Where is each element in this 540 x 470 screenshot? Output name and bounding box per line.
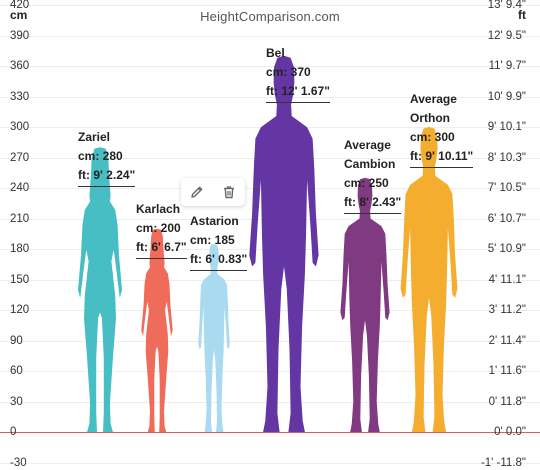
right-tick-label: 10' 9.9" [487, 90, 526, 103]
height-ft: ft: 12' 1.67" [266, 82, 330, 103]
height-cm: cm: 185 [190, 233, 235, 247]
pencil-icon [191, 186, 203, 198]
height-ft: ft: 9' 2.24" [78, 166, 136, 187]
right-tick-label: 6' 10.7" [487, 212, 526, 225]
left-tick-label: 360 [10, 60, 30, 72]
trash-icon [224, 186, 234, 199]
right-tick-label: 0' 0.0" [494, 426, 526, 438]
left-tick-label: 120 [10, 304, 30, 316]
height-cm: cm: 200 [136, 221, 181, 235]
gridline [0, 35, 540, 37]
character-label: Average Cambion cm: 250 ft: 8' 2.43" [344, 136, 402, 214]
silhouette-karlach[interactable] [141, 228, 173, 432]
delete-button[interactable] [218, 181, 240, 203]
silhouette-astarion[interactable] [198, 243, 230, 432]
left-tick-label: 60 [10, 365, 23, 377]
silhouette-zariel[interactable] [78, 147, 122, 433]
silhouette-average-orthon[interactable] [400, 127, 458, 432]
left-tick-label: 90 [10, 334, 23, 347]
character-name: Average [410, 92, 457, 106]
height-cm: cm: 250 [344, 176, 389, 190]
right-tick-label: 0' 11.8" [488, 395, 526, 408]
character-name: Average [344, 138, 391, 152]
left-tick-label: 390 [10, 29, 30, 42]
left-tick-label: 300 [10, 121, 30, 133]
character-label: Zariel cm: 280 ft: 9' 2.24" [78, 128, 136, 187]
gridline [0, 5, 540, 6]
left-tick-label: 270 [10, 151, 30, 164]
character-name: Cambion [344, 157, 396, 171]
right-tick-label: 13' 9.4" [487, 0, 526, 11]
right-tick-label: 9' 10.1" [487, 121, 526, 133]
character-name: Orthon [410, 111, 450, 125]
right-tick-label: 5' 10.9" [487, 243, 526, 255]
gridline [0, 66, 540, 67]
right-tick-label: 8' 10.3" [487, 151, 526, 164]
character-name: Bel [266, 46, 285, 60]
right-tick-label: 1' 11.6" [488, 365, 526, 377]
character-label: Karlach cm: 200 ft: 6' 6.7" [136, 200, 187, 259]
left-tick-label: 210 [10, 212, 30, 225]
site-title: HeightComparison.com [200, 9, 340, 24]
left-tick-label: 150 [10, 273, 30, 286]
height-cm: cm: 370 [266, 65, 311, 79]
character-name: Astarion [190, 214, 239, 228]
right-unit-label: ft [518, 8, 526, 22]
character-name: Karlach [136, 202, 181, 216]
right-tick-label: 4' 11.1" [488, 273, 526, 286]
left-tick-label: 330 [10, 90, 30, 103]
left-tick-label: 30 [10, 395, 23, 408]
height-cm: cm: 280 [78, 149, 123, 163]
left-tick-label: 0 [10, 426, 17, 438]
right-tick-label: 2' 11.4" [488, 334, 526, 347]
character-label: Bel cm: 370 ft: 12' 1.67" [266, 44, 330, 103]
height-ft: ft: 6' 6.7" [136, 238, 187, 259]
edit-button[interactable] [186, 181, 208, 203]
baseline [0, 432, 540, 433]
gridline [0, 462, 540, 464]
height-ft: ft: 9' 10.11" [410, 147, 474, 168]
left-tick-label: 240 [10, 182, 30, 194]
figure-toolbar [181, 178, 245, 206]
character-label: Astarion cm: 185 ft: 6' 0.83" [190, 212, 248, 271]
left-tick-label: -30 [10, 456, 27, 469]
right-tick-label: 11' 9.7" [488, 60, 526, 72]
silhouette-bel[interactable] [249, 55, 319, 433]
right-tick-label: 3' 11.2" [488, 304, 526, 316]
right-tick-label: 7' 10.5" [487, 182, 526, 194]
height-cm: cm: 300 [410, 130, 455, 144]
height-ft: ft: 8' 2.43" [344, 193, 402, 214]
height-ft: ft: 6' 0.83" [190, 250, 248, 271]
character-name: Zariel [78, 130, 111, 144]
left-tick-label: 180 [10, 243, 30, 255]
gridline [0, 96, 540, 98]
silhouette-average-cambion[interactable] [340, 177, 390, 432]
left-unit-label: cm [10, 8, 28, 22]
character-label: Average Orthon cm: 300 ft: 9' 10.11" [410, 90, 474, 168]
right-tick-label: 12' 9.5" [487, 29, 526, 42]
right-tick-label: -1' -11.8" [480, 456, 526, 469]
left-tick-label: 420 [10, 0, 30, 11]
